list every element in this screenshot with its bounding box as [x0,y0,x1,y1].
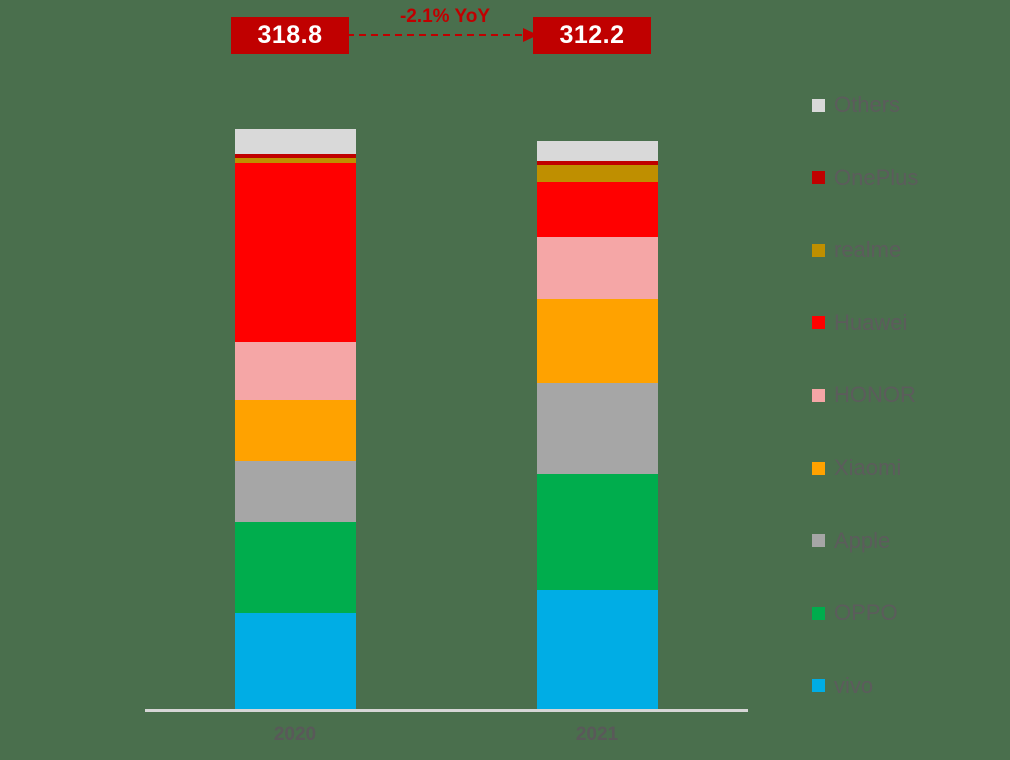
legend-item-huawei[interactable]: Huawei [812,310,907,336]
bar-stack-2020 [235,129,356,712]
bar-segment-2021-huawei [537,182,658,237]
bar-segment-2021-oppo [537,473,658,591]
legend-swatch-icon-others [812,98,825,112]
bar-segment-2020-oppo [235,522,356,614]
yoy-change-label: -2.1% YoY [399,6,491,27]
legend-item-realme[interactable]: realme [812,237,901,263]
legend-label: Xiaomi [834,455,902,480]
legend-item-oppo[interactable]: OPPO [812,600,898,626]
legend-label: vivo [834,672,874,698]
legend-label: OPPO [834,600,898,626]
legend-label: Others [834,92,901,117]
total-callout-2020-value: 318.8 [257,21,323,49]
legend-swatch-icon-vivo [812,679,825,693]
bar-segment-2020-honor [235,341,356,400]
legend-swatch-icon-honor [812,388,825,402]
legend-item-oneplus[interactable]: OnePlus [812,165,918,191]
legend-item-vivo[interactable]: vivo [812,673,873,699]
legend-swatch-icon-huawei [812,316,825,330]
bar-segment-2021-others [537,141,658,162]
bar-stack-2021 [537,141,658,709]
legend-swatch-icon-apple [812,534,825,548]
legend-label: OnePlus [834,164,919,190]
legend-item-apple[interactable]: Apple [812,528,890,554]
bar-segment-2020-others [235,129,356,154]
yoy-arrow-icon [347,28,538,42]
legend-swatch-icon-oneplus [812,171,825,185]
legend-label: realme [834,237,902,263]
bar-segment-2021-realme [537,165,658,183]
legend-swatch-icon-realme [812,243,825,257]
legend-swatch-icon-xiaomi [812,461,825,475]
bar-segment-2020-xiaomi [235,399,356,462]
bar-segment-2020-oneplus [235,153,356,158]
bar-segment-2021-oneplus [537,161,658,166]
legend-label: Huawei [834,309,908,335]
bar-segment-2020-vivo [235,613,356,712]
legend-label: HONOR [834,382,916,408]
bar-segment-2020-apple [235,461,356,523]
x-axis-tick-label-2021: 2021 [575,724,619,745]
legend: Others OnePlus realme Huawei HONOR Xiaomi Appl… [812,92,1002,712]
bar-segment-2021-xiaomi [537,298,658,384]
bar-segment-2021-apple [537,383,658,474]
x-axis-tick-label-2020: 2020 [273,724,317,745]
bar-segment-2020-huawei [235,162,356,342]
bar-segment-2021-vivo [537,590,658,709]
legend-label: Apple [834,527,891,553]
legend-swatch-icon-oppo [812,606,825,620]
legend-item-others[interactable]: Others [812,92,900,118]
x-axis-line [145,709,748,712]
total-callout-2020: 318.8 [231,17,349,54]
bar-segment-2021-honor [537,236,658,299]
total-callout-2021-value: 312.2 [559,21,625,49]
legend-item-honor[interactable]: HONOR [812,382,916,408]
total-callout-2021: 312.2 [533,17,651,54]
bar-segment-2020-realme [235,157,356,163]
legend-item-xiaomi[interactable]: Xiaomi [812,455,901,481]
